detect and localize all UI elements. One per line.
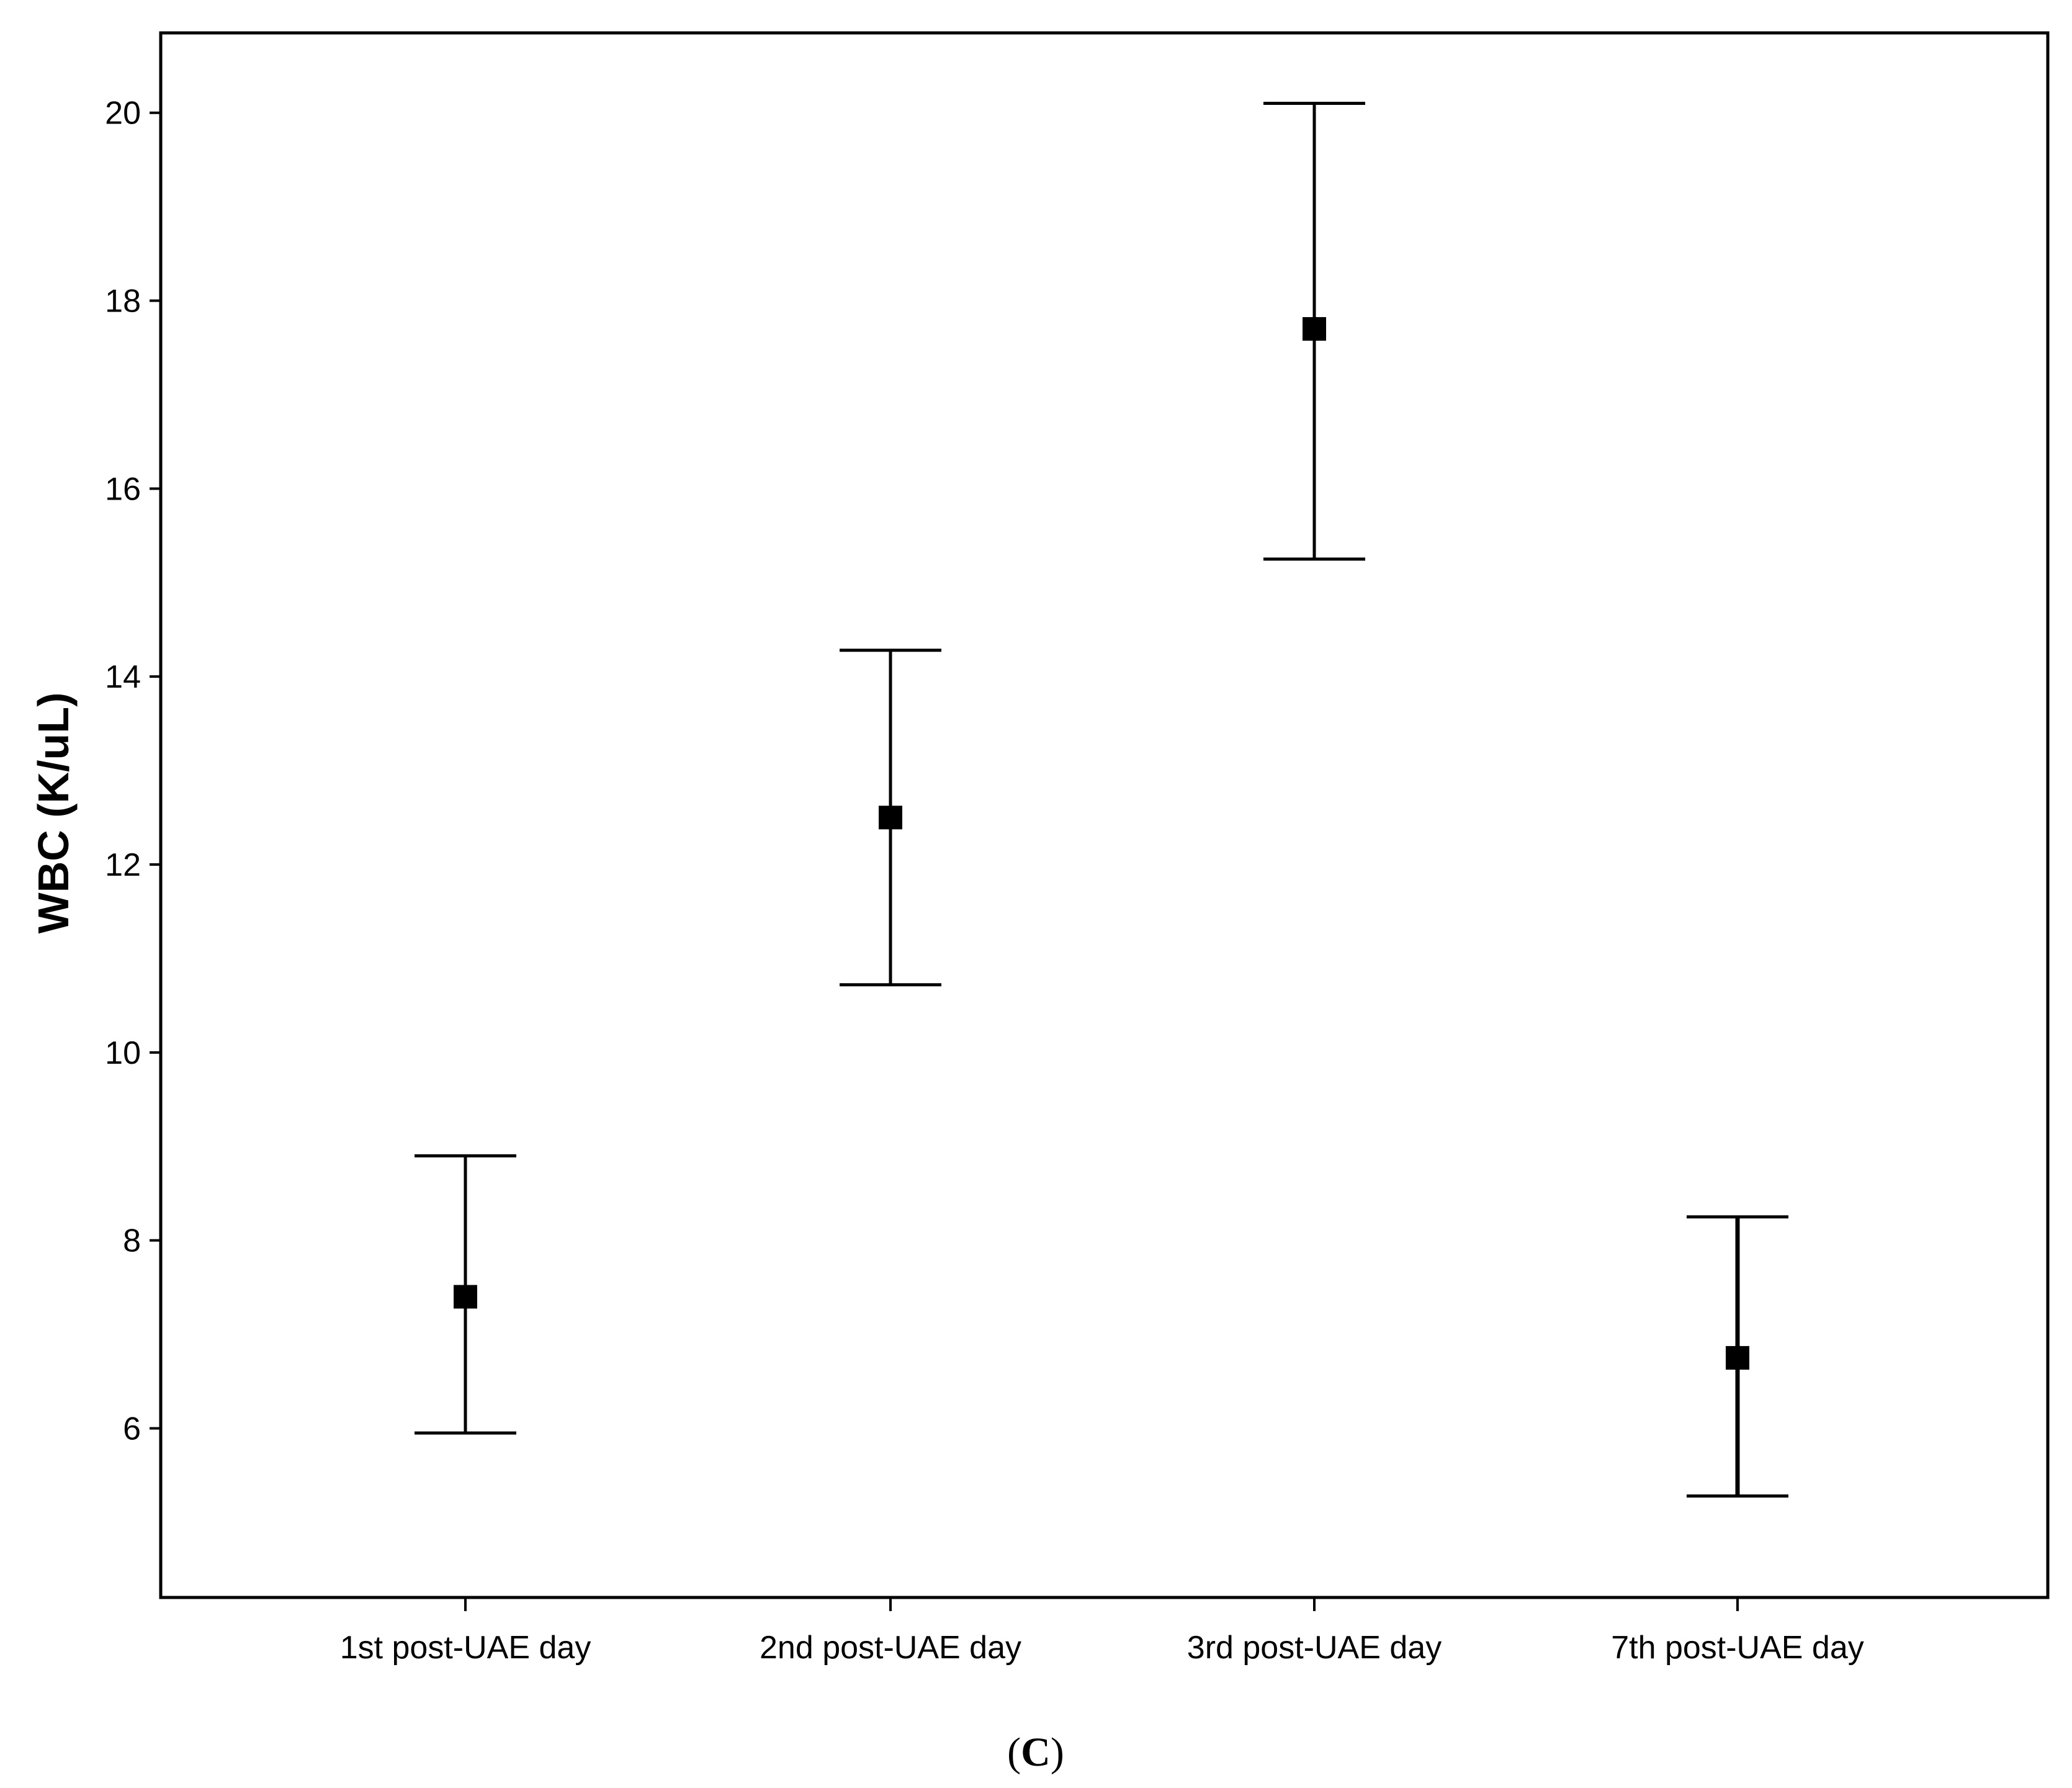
y-tick-label: 16 [105,471,141,507]
y-tick-label: 20 [105,96,141,132]
error-bars [415,102,1788,1498]
panel-label-letter: C [1021,1730,1051,1775]
plot-frame [159,31,2050,1599]
y-tick-label: 8 [123,1223,141,1259]
x-tick-label: 7th post-UAE day [1611,1630,1864,1666]
y-tick-label: 10 [105,1035,141,1071]
y-tick-label: 14 [105,659,141,695]
mean-marker [879,806,902,830]
y-tick-label: 6 [123,1411,141,1447]
y-tick-label: 12 [105,847,141,883]
x-tick-label: 2nd post-UAE day [760,1630,1021,1666]
panel-label-close: ) [1051,1730,1064,1775]
x-tick-label: 1st post-UAE day [340,1630,591,1666]
x-axis: 1st post-UAE day 2nd post-UAE day 3rd post… [340,1597,1864,1666]
mean-marker [454,1285,477,1309]
panel-label-open: ( [1007,1730,1021,1775]
mean-marker [1303,317,1326,341]
panel-label: (C) [1007,1730,1064,1775]
y-axis: 6 8 10 12 14 16 18 20 [105,96,161,1447]
y-tick-label: 18 [105,284,141,320]
y-axis-title: WBC (K/uL) [29,693,78,934]
x-tick-label: 3rd post-UAE day [1187,1630,1442,1666]
mean-marker [1726,1345,1749,1370]
